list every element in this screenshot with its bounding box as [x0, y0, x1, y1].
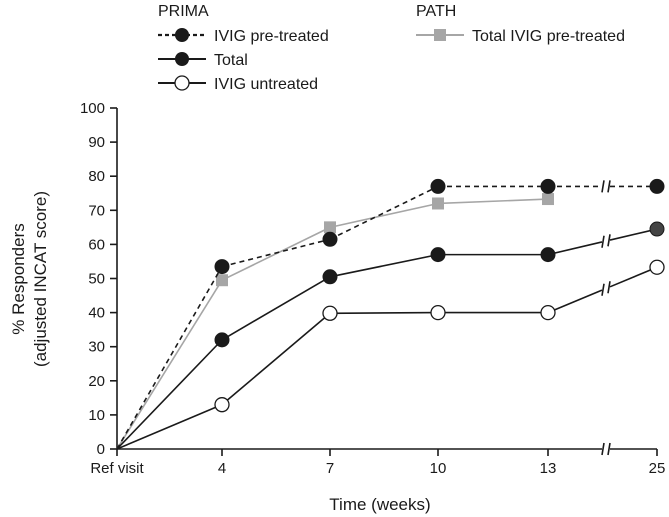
data-point-ivig-pre-treated [214, 259, 230, 275]
series-3-line-group [116, 198, 549, 450]
series-break-mark [607, 180, 611, 193]
data-point-total [322, 269, 338, 285]
series-line-segment [547, 289, 603, 314]
y-tick-label: 20 [88, 373, 105, 390]
x-tick-label: 25 [649, 460, 666, 477]
data-point-ivig-pre-treated [540, 178, 556, 194]
series-break-mark [601, 283, 605, 296]
series-break-mark [601, 180, 605, 193]
y-tick-label: 50 [88, 271, 105, 288]
series-2-line-group [116, 266, 658, 450]
legend-title-prima: PRIMA [158, 3, 209, 20]
y-tick-label: 30 [88, 339, 105, 356]
legend-item-0: IVIG pre-treated [158, 28, 329, 45]
series-line-segment [609, 228, 658, 241]
series-line-segment [329, 253, 439, 278]
series-line-segment [221, 276, 331, 341]
data-point-total [540, 247, 556, 263]
data-point-ivig-untreated [322, 305, 338, 321]
data-point-total [214, 332, 230, 348]
y-tick-label: 70 [88, 202, 105, 219]
series-line-segment [116, 403, 223, 450]
series-break-mark [601, 235, 605, 248]
legend-marker-filled-circle [175, 28, 189, 42]
x-tick-label: 7 [326, 460, 334, 477]
y-tick-label: 90 [88, 134, 105, 151]
y-tick-label: 0 [97, 441, 105, 458]
legend-label: Total IVIG pre-treated [472, 28, 625, 45]
legend-item-1: Total [158, 52, 248, 69]
legend-label: IVIG untreated [214, 76, 318, 93]
series-line-segment [116, 279, 223, 450]
legend-marker-open-circle [174, 75, 190, 91]
x-axis-break-mark [607, 442, 611, 456]
x-tick-label: 4 [218, 460, 226, 477]
series-line-segment [329, 202, 439, 229]
series-line-segment [609, 266, 658, 288]
legend-title-path: PATH [416, 3, 456, 20]
x-tick-label: 10 [430, 460, 447, 477]
y-axis-subtitle: (adjusted INCAT score) [31, 191, 50, 367]
legend-marker-square [434, 29, 446, 41]
series-0-line-group [116, 180, 657, 450]
x-axis-break-mark [601, 442, 605, 456]
y-tick-label: 80 [88, 168, 105, 185]
data-point-ivig-pre-treated [322, 231, 338, 247]
x-tick-label: 13 [540, 460, 557, 477]
y-axis-title: % Responders [9, 223, 28, 335]
data-point-ivig-pre-treated [649, 178, 665, 194]
plot-area: 0 10 20 30 40 50 60 70 80 90 100 Ref visit 4 7 10 13 25 T… [9, 100, 665, 514]
y-tick-label: 100 [80, 100, 105, 117]
series-line-segment [221, 226, 331, 281]
data-point-ivig-untreated [214, 397, 230, 413]
data-point-total [430, 247, 446, 263]
y-tick-label: 60 [88, 236, 105, 253]
series-break-mark [607, 281, 611, 294]
series-1-line-group [116, 228, 658, 450]
data-point-ivig-untreated [649, 259, 665, 275]
y-tick-label: 40 [88, 305, 105, 322]
series-line-segment [437, 198, 549, 205]
data-point-ivig-pre-treated [430, 178, 446, 194]
series-line-segment [116, 339, 223, 450]
legend-item-3: Total IVIG pre-treated [416, 28, 625, 45]
series-line-segment [116, 266, 223, 450]
series-line-segment [221, 312, 331, 406]
series-break-mark [607, 234, 611, 247]
series-line-segment [329, 185, 439, 241]
data-point-path-total-ivig-pre-treated [324, 221, 336, 234]
legend-marker-filled-circle [175, 52, 189, 66]
legend: PRIMA PATH IVIG pre-treated Total IVIG unt… [158, 3, 625, 93]
series-line-segment [221, 238, 331, 268]
data-point-ivig-untreated [430, 304, 446, 321]
x-tick-label: Ref visit [90, 460, 144, 477]
x-axis-title: Time (weeks) [329, 495, 430, 514]
series-line-segment [547, 241, 603, 256]
legend-label: Total [214, 52, 248, 69]
y-tick-label: 10 [88, 407, 105, 424]
data-point-path-total-ivig-pre-treated [216, 274, 228, 287]
data-point-total [649, 221, 665, 237]
data-point-ivig-untreated [540, 304, 556, 321]
data-point-path-total-ivig-pre-treated [542, 193, 554, 206]
data-point-path-total-ivig-pre-treated [432, 197, 444, 210]
legend-label: IVIG pre-treated [214, 28, 329, 45]
series-line-segment [329, 311, 439, 315]
legend-item-2: IVIG untreated [158, 75, 318, 93]
